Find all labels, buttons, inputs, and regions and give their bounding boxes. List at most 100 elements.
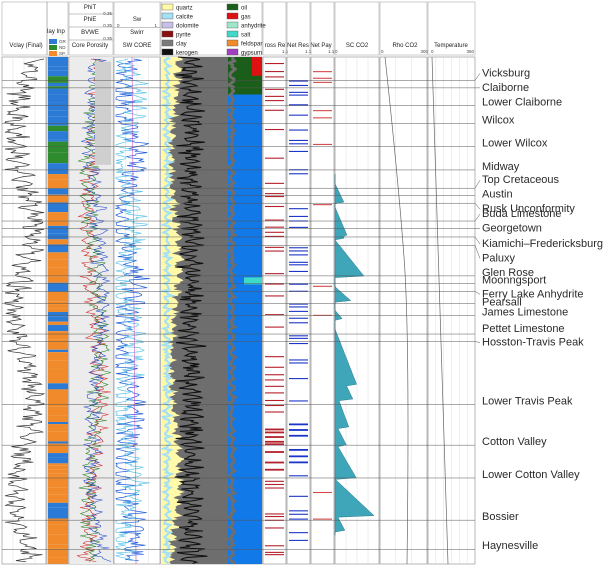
core-porosity-shade [95,61,111,165]
clay-input-band [48,499,68,503]
pay-flag [289,461,308,464]
top-leader-0 [474,73,481,81]
track-frame-rho [379,56,428,565]
pay-flag [289,226,308,228]
pay-flag [289,247,308,249]
clay-input-band [48,202,68,213]
pay-flag [265,431,284,434]
clay-input-band [48,244,68,253]
clay-input-band [48,507,68,519]
lith-clay [165,57,228,564]
clay-input-band [48,534,68,545]
clay-input-band [48,66,68,71]
clay-input-band [48,518,68,525]
track-title-gross-res: ross Re [265,43,286,49]
clay-input-band [48,316,68,322]
curve-label-phie: PhiE [84,17,97,23]
clay-input-band [48,282,68,292]
clay-input-band [48,412,68,416]
sw-curve [114,58,150,562]
legend-swatch-dolomite [161,21,174,29]
pay-flag [265,100,284,102]
legend-swatch-anhydrite [226,21,239,29]
pay-flag [313,71,332,73]
clay-input-band [48,152,68,164]
header-cell [334,1,380,56]
scale-min-sw: 0 [117,23,120,28]
track-title-net-pay: Net Pay [310,43,331,49]
clay-input-band [48,179,68,189]
pay-flag [289,335,308,337]
clay-input-band [48,163,68,175]
scale-net-res: 1.1 [305,49,312,54]
pay-flag [289,378,308,380]
lith-calcite [158,56,176,565]
track-title-core-porosity: Core Porosity [72,43,108,49]
clay-input-band [48,88,68,95]
clay-input-band [48,457,68,464]
pay-flag [265,440,284,443]
scale-net-pay: 1.1 [328,49,335,54]
formation-top-label-6: Top Cretaceous [482,174,560,186]
pay-flag [265,513,284,515]
pay-flag [289,129,308,131]
lith-kerogen [174,56,208,564]
pay-flag [265,196,284,198]
legend-chip [49,51,57,56]
pay-flag [265,399,284,402]
header-decorations [1,1,476,56]
legend-swatch-gypsum [226,48,239,56]
pay-flag [265,545,284,547]
pay-flag [313,518,332,520]
clay-input-band [48,443,68,454]
pay-flag [265,411,284,413]
formation-top-label-10: Georgetown [482,223,542,235]
pay-flag [265,392,284,394]
curve-label-swirr: Swirr [130,30,144,36]
formation-top-label-5: Midway [482,161,520,173]
pay-flag [289,510,308,512]
clay-input-band [48,469,68,474]
pay-flag [265,366,284,368]
track-title-vclay: Vclay (Final) [9,43,42,49]
pay-flag [265,88,284,90]
top-leader-9 [474,213,481,222]
clay-input-band [48,82,68,87]
scale-max-phie: 0.35 [103,23,112,28]
formation-tops [2,73,481,550]
pay-flag [289,94,308,96]
clay-input-band [48,544,68,549]
pay-flag [289,264,308,266]
legend-swatch-quartz [161,3,174,11]
pay-flag [289,84,308,87]
pay-flag [265,283,284,285]
clay-input-band [48,188,68,195]
legend-gr: GR [59,39,67,44]
pay-flag [265,95,284,97]
pay-flag [265,226,284,228]
clay-input-band [48,304,68,309]
legend-swatch-clay [161,39,174,47]
clay-input-band [48,415,68,423]
pay-flag [265,314,284,316]
pay-flag [289,448,308,451]
formation-top-label-22: Lower Cotton Valley [482,469,580,481]
clay-input-band [48,291,68,302]
pay-flag [289,250,308,252]
clay-input-band [48,125,68,132]
scale-gross-res: 1.1 [282,49,289,54]
clay-input-band [48,424,68,429]
clay-input-band [48,76,68,83]
pay-flag [289,114,308,116]
pay-flag [265,527,284,529]
pay-flag [265,63,284,65]
clay-input-band [48,308,68,312]
header-cell [160,1,263,56]
clay-input-band [48,349,68,353]
pay-flag [289,173,308,175]
formation-top-label-19: Hosston-Travis Peak [482,337,584,349]
legend-label-feldspar: feldspar [241,42,262,48]
formation-top-label-17: James Limestone [482,306,568,318]
pay-flag [313,110,332,112]
